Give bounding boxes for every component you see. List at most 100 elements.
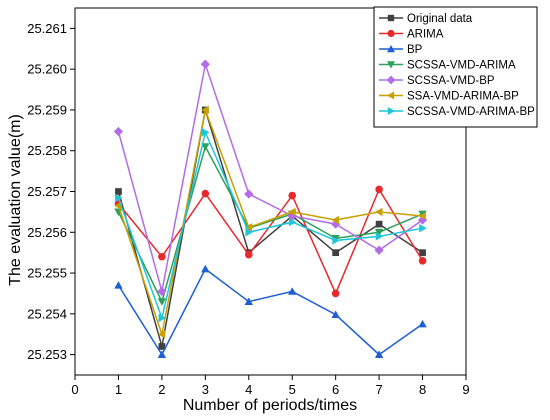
series-4 [113, 59, 428, 297]
series-line [117, 129, 423, 321]
data-point [374, 228, 384, 237]
data-point [288, 217, 297, 227]
y-tick-label: 25.260 [27, 62, 67, 77]
legend-label: Original data [407, 13, 473, 25]
data-point [418, 319, 427, 328]
data-point [158, 252, 166, 261]
legend-marker [387, 45, 395, 53]
series-layer [113, 59, 428, 358]
x-tick-label: 8 [419, 382, 426, 397]
data-point [115, 188, 122, 195]
series-6 [115, 128, 427, 323]
data-point [157, 298, 167, 306]
y-tick-label: 25.259 [27, 102, 67, 117]
legend-label: SCSSA-VMD-ARIMA [407, 60, 516, 72]
x-axis-title: Number of periods/times [183, 397, 357, 414]
series-line [117, 109, 423, 347]
data-point [332, 236, 340, 245]
series-line [117, 187, 424, 296]
legend-label: SSA-VMD-ARIMA-BP [407, 91, 519, 103]
legend-item: SCSSA-VMD-ARIMA-BP [379, 106, 535, 118]
y-axis-title: The evaluation value(m) [7, 114, 24, 286]
legend-marker [387, 61, 395, 69]
data-point [417, 215, 428, 225]
x-tick-label: 9 [462, 382, 469, 397]
legend-marker [387, 29, 395, 38]
y-axis: 25.253 25.254 25.255 25.256 25.257 25.258 25.2… [27, 21, 75, 362]
x-tick-label: 3 [202, 382, 209, 397]
series-0 [115, 106, 426, 350]
x-tick-label: 7 [375, 382, 382, 397]
data-point [201, 128, 210, 137]
data-point [332, 249, 340, 257]
data-point [201, 105, 209, 115]
legend-item: SSA-VMD-ARIMA-BP [379, 91, 519, 103]
data-point [201, 264, 210, 273]
y-tick-label: 25.257 [27, 184, 67, 199]
legend-item: BP [379, 44, 423, 56]
legend-item: SCSSA-VMD-ARIMA [379, 60, 516, 72]
data-point [419, 249, 426, 257]
x-tick-label: 1 [115, 382, 122, 397]
data-point [244, 223, 253, 232]
legend-label: ARIMA [407, 29, 444, 41]
data-point [419, 224, 427, 233]
legend-marker [387, 14, 395, 22]
data-point [331, 289, 340, 298]
data-point [288, 191, 297, 200]
legend-label: SCSSA-VMD-ARIMA-BP [407, 106, 535, 118]
data-point [158, 313, 167, 323]
series-5 [114, 105, 426, 339]
legend-marker [386, 75, 396, 85]
data-point [115, 193, 123, 203]
data-point [374, 245, 384, 255]
legend-box [373, 6, 538, 128]
y-tick-label: 25.261 [27, 21, 67, 36]
data-point [375, 185, 383, 194]
x-tick-label: 4 [245, 382, 252, 397]
data-point [288, 207, 296, 217]
data-point [244, 297, 253, 305]
data-point [157, 330, 166, 339]
series-1 [114, 185, 427, 298]
data-point [157, 286, 167, 297]
legend-item: SCSSA-VMD-BP [379, 75, 495, 87]
data-point [113, 126, 124, 137]
x-tick-label: 0 [71, 382, 78, 397]
data-point [244, 250, 253, 259]
y-tick-label: 25.254 [27, 306, 67, 321]
y-tick-label: 25.256 [27, 225, 67, 240]
x-tick-label: 2 [158, 382, 165, 397]
series-line [117, 61, 423, 292]
legend-item: Original data [379, 13, 473, 25]
data-point [375, 220, 383, 228]
data-point [244, 189, 254, 199]
data-point [201, 143, 210, 151]
legend-marker [387, 107, 395, 115]
legend-label: SCSSA-VMD-BP [407, 75, 495, 87]
data-point [418, 211, 426, 221]
data-point [375, 232, 384, 241]
y-tick-label: 25.253 [27, 347, 67, 362]
x-tick-label: 5 [289, 382, 296, 397]
data-point [201, 189, 210, 198]
legend-marker [387, 91, 395, 100]
data-point [245, 228, 253, 237]
data-point [418, 257, 427, 265]
data-point [158, 343, 166, 350]
series-2 [114, 264, 427, 358]
legend: Original data ARIMA BP SCSSA-VMD-ARIMA SCSSA… [373, 6, 538, 128]
y-tick-label: 25.255 [27, 266, 67, 281]
series-line [117, 144, 423, 304]
y-tick-label: 25.258 [27, 143, 67, 158]
legend-item: ARIMA [379, 29, 444, 41]
data-point [374, 207, 383, 217]
data-point [200, 59, 210, 69]
series-line [117, 107, 423, 338]
data-point [331, 215, 340, 225]
series-line [117, 267, 423, 357]
x-axis: 0 1 2 3 4 5 6 7 8 9 [71, 375, 470, 397]
data-point [374, 350, 384, 358]
data-point [114, 281, 123, 289]
